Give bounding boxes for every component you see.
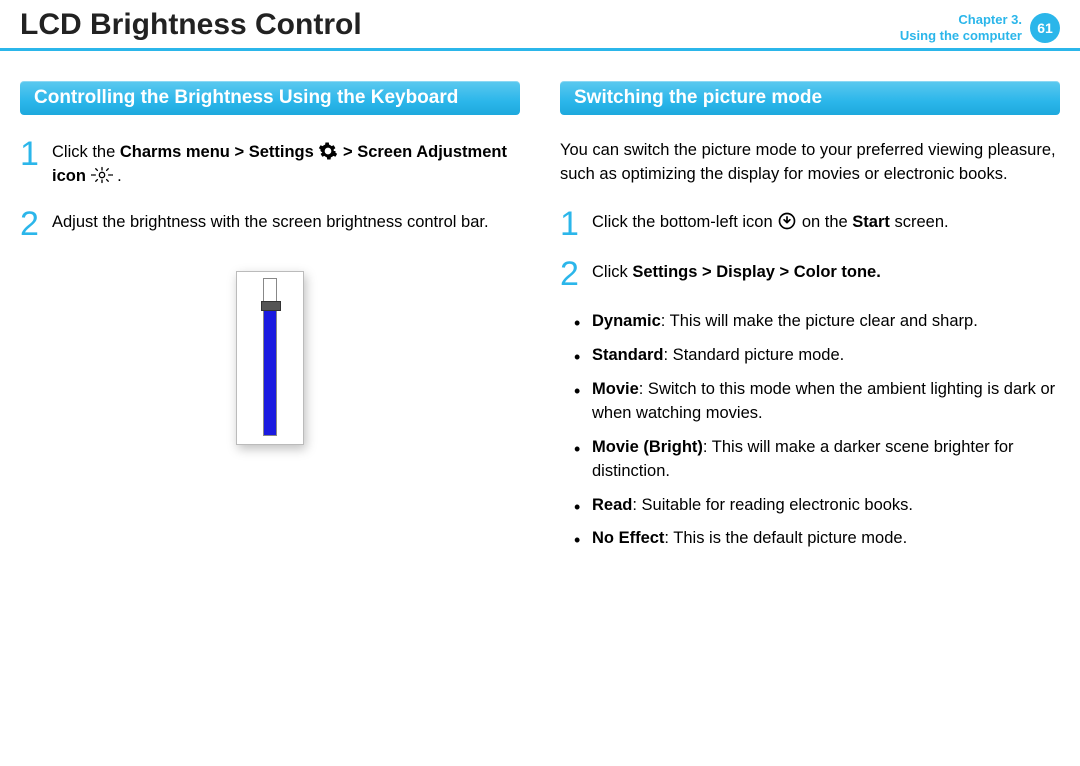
list-item: Standard: Standard picture mode. (574, 344, 1060, 368)
text-bold: Charms menu > Settings (120, 143, 314, 161)
brightness-slider-figure (236, 271, 304, 445)
left-step-1: 1 Click the Charms menu > Settings > Scr… (20, 139, 520, 189)
step-number: 1 (560, 209, 582, 240)
chapter-line1: Chapter 3. (900, 12, 1022, 28)
step-number: 2 (20, 209, 42, 240)
mode-name: Standard (592, 346, 664, 364)
intro-text: You can switch the picture mode to your … (560, 139, 1060, 187)
mode-name: Movie (592, 380, 639, 398)
mode-desc: : Switch to this mode when the ambient l… (592, 380, 1055, 422)
list-item: Read: Suitable for reading electronic bo… (574, 494, 1060, 518)
step-body: Click Settings > Display > Color tone. (592, 259, 881, 285)
mode-desc: : Standard picture mode. (664, 346, 845, 364)
right-step-1: 1 Click the bottom-left icon on the Star… (560, 209, 1060, 240)
step-body: Adjust the brightness with the screen br… (52, 209, 489, 235)
text: . (113, 167, 122, 185)
step-number: 2 (560, 259, 582, 290)
text: Click the bottom-left icon (592, 213, 777, 231)
brightness-slider-figure-wrap (20, 259, 520, 445)
mode-name: Movie (Bright) (592, 438, 703, 456)
gear-icon (318, 141, 338, 161)
chapter-block: Chapter 3. Using the computer 61 (900, 8, 1060, 45)
page-header: LCD Brightness Control Chapter 3. Using … (0, 0, 1080, 51)
text: Click (592, 263, 632, 281)
down-arrow-circle-icon (777, 211, 797, 231)
mode-desc: : This will make the picture clear and s… (661, 312, 978, 330)
list-item: Movie: Switch to this mode when the ambi… (574, 378, 1060, 426)
mode-name: Read (592, 496, 632, 514)
page-title: LCD Brightness Control (20, 8, 362, 48)
left-step-2: 2 Adjust the brightness with the screen … (20, 209, 520, 240)
text: Click the (52, 143, 120, 161)
picture-mode-list: Dynamic: This will make the picture clea… (560, 310, 1060, 551)
mode-desc: : Suitable for reading electronic books. (632, 496, 913, 514)
step-body: Click the bottom-left icon on the Start … (592, 209, 949, 235)
text-bold: Settings > Display > Color tone. (632, 263, 880, 281)
left-column: Controlling the Brightness Using the Key… (20, 81, 520, 561)
slider-thumb (261, 301, 281, 311)
mode-name: Dynamic (592, 312, 661, 330)
step-number: 1 (20, 139, 42, 170)
brightness-icon (91, 165, 113, 185)
text: on the (797, 213, 852, 231)
mode-desc: : This is the default picture mode. (664, 529, 907, 547)
mode-name: No Effect (592, 529, 664, 547)
list-item: No Effect: This is the default picture m… (574, 527, 1060, 551)
step-body: Click the Charms menu > Settings > Scree… (52, 139, 520, 189)
slider-track (263, 278, 277, 436)
list-item: Dynamic: This will make the picture clea… (574, 310, 1060, 334)
section-heading-picture-mode: Switching the picture mode (560, 81, 1060, 115)
list-item: Movie (Bright): This will make a darker … (574, 436, 1060, 484)
chapter-line2: Using the computer (900, 28, 1022, 44)
page-number-badge: 61 (1030, 13, 1060, 43)
right-step-2: 2 Click Settings > Display > Color tone. (560, 259, 1060, 290)
text: screen. (890, 213, 949, 231)
slider-fill (264, 306, 276, 436)
chapter-text: Chapter 3. Using the computer (900, 12, 1022, 45)
right-column: Switching the picture mode You can switc… (560, 81, 1060, 561)
text-bold: Start (852, 213, 890, 231)
content-columns: Controlling the Brightness Using the Key… (0, 51, 1080, 561)
section-heading-keyboard: Controlling the Brightness Using the Key… (20, 81, 520, 115)
